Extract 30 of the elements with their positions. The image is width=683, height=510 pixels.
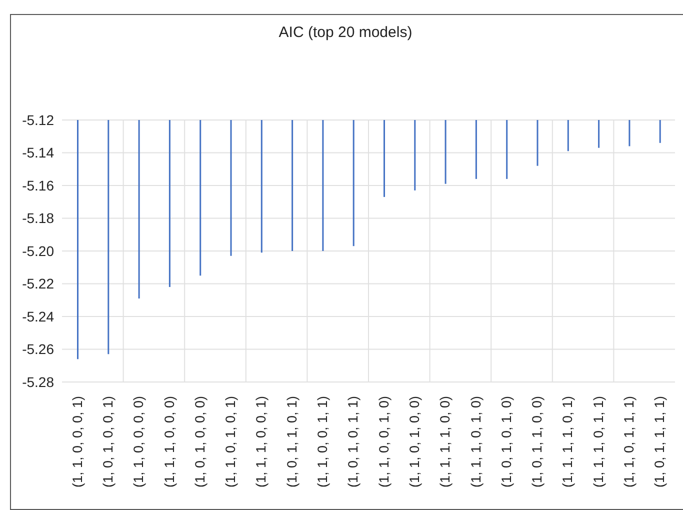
x-tick-label: (1, 1, 0, 1, 0, 0)	[406, 396, 422, 488]
x-tick-label: (1, 1, 1, 0, 0, 1)	[254, 396, 269, 488]
x-tick-label: (1, 1, 0, 1, 1, 1)	[622, 396, 637, 488]
x-tick-label: (1, 1, 1, 0, 1, 0)	[468, 396, 484, 488]
x-tick-label: (1, 1, 0, 0, 1, 1)	[315, 396, 330, 488]
x-tick-label: (1, 0, 1, 1, 0, 0)	[530, 396, 545, 488]
x-tick-label: (1, 1, 1, 0, 0, 0)	[162, 396, 177, 488]
y-tick-label: -5.28	[22, 374, 54, 390]
y-tick-label: -5.18	[22, 210, 54, 226]
x-tick-label: (1, 0, 1, 0, 1, 1)	[346, 396, 361, 488]
y-tick-label: -5.12	[22, 112, 54, 128]
y-tick-label: -5.26	[22, 341, 54, 358]
y-tick-label: -5.24	[22, 308, 54, 324]
x-tick-label: (1, 1, 0, 0, 1, 0)	[376, 396, 392, 488]
y-tick-label: -5.22	[22, 276, 54, 292]
x-tick-label: (1, 0, 1, 0, 0, 1)	[100, 396, 116, 488]
y-tick-label: -5.16	[22, 177, 54, 194]
x-tick-label: (1, 1, 1, 0, 1, 1)	[590, 396, 606, 488]
x-tick-label: (1, 0, 1, 0, 1, 0)	[498, 396, 514, 488]
x-tick-label: (1, 1, 0, 0, 0, 1)	[70, 396, 85, 488]
y-tick-label: -5.20	[22, 242, 54, 259]
y-tick-label: -5.14	[22, 144, 54, 161]
x-tick-label: (1, 0, 1, 0, 0, 0)	[192, 396, 208, 488]
x-tick-label: (1, 1, 1, 1, 0, 0)	[438, 396, 453, 488]
x-tick-label: (1, 0, 1, 1, 1, 1)	[652, 396, 668, 488]
x-tick-label: (1, 1, 0, 1, 0, 1)	[223, 396, 238, 488]
chart-title: AIC (top 20 models)	[278, 24, 414, 41]
x-tick-label: (1, 1, 1, 1, 0, 1)	[560, 396, 576, 488]
x-tick-label: (1, 1, 0, 0, 0, 0)	[131, 396, 146, 488]
x-tick-label: (1, 0, 1, 1, 0, 1)	[284, 396, 300, 488]
